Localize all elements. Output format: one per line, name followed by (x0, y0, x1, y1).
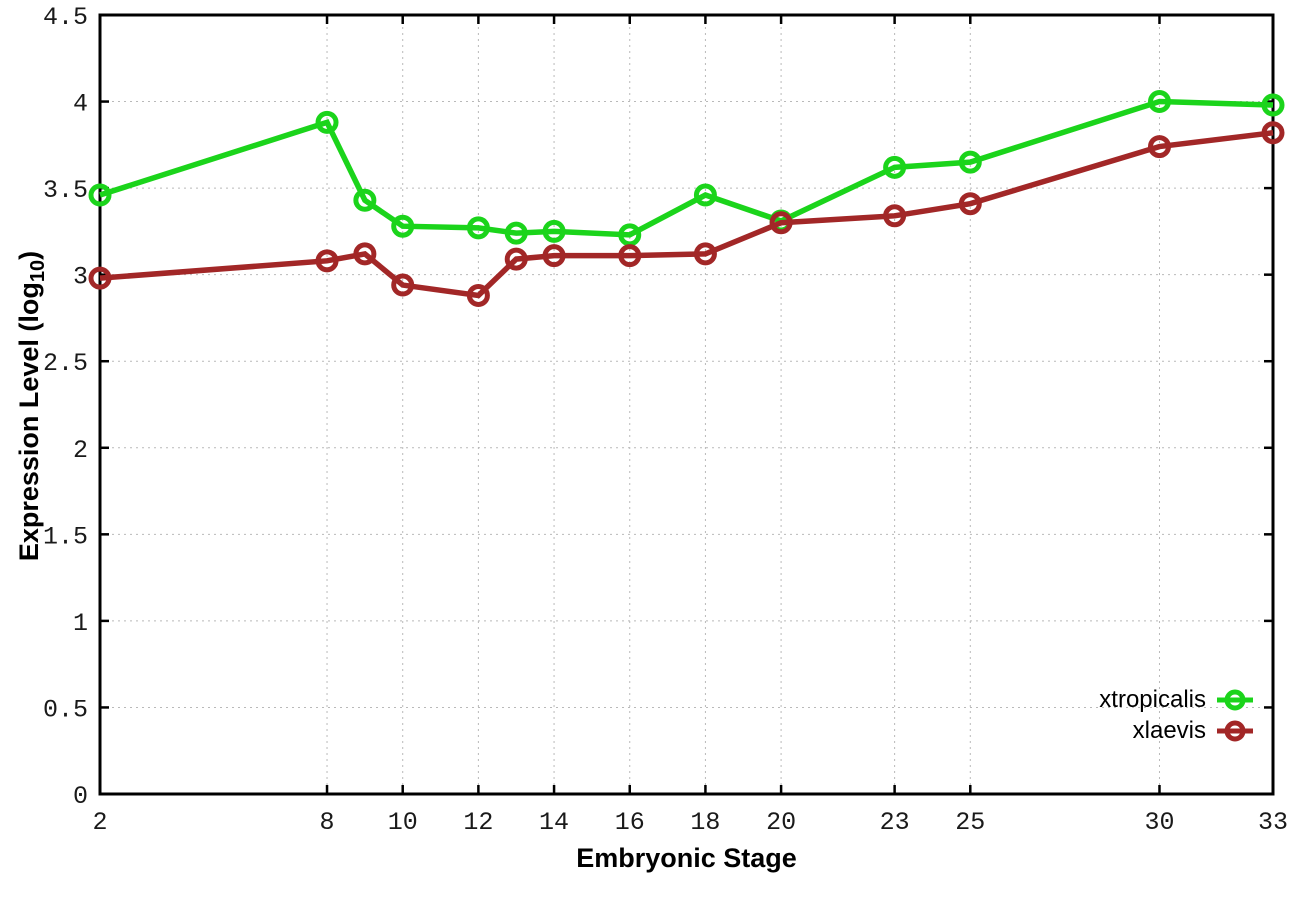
data-point-marker (504, 247, 528, 271)
data-point-marker (88, 183, 112, 207)
data-point-marker (618, 223, 642, 247)
x-tick-label: 8 (320, 808, 335, 837)
x-tick-label: 14 (539, 808, 569, 837)
data-point-marker (466, 283, 490, 307)
data-point-marker (466, 216, 490, 240)
data-point-marker (542, 244, 566, 268)
data-point-marker (1261, 93, 1285, 117)
y-tick-label: 4 (73, 90, 88, 119)
data-point-marker (391, 273, 415, 297)
x-tick-label: 18 (690, 808, 720, 837)
data-point-marker (1261, 121, 1285, 145)
y-axis-title-subscript: 10 (27, 259, 50, 283)
axis-ticks (98, 13, 1275, 796)
data-point-marker (693, 183, 717, 207)
legend-item-xtropicalis: xtropicalis (1099, 686, 1254, 714)
legend-label-xtropicalis: xtropicalis (1099, 686, 1206, 713)
data-point-marker (504, 221, 528, 245)
legend: xtropicalis xlaevis (1099, 686, 1254, 745)
data-point-marker (542, 219, 566, 243)
series-line (99, 129, 1274, 299)
x-tick-label: 25 (955, 808, 985, 837)
data-point-marker (391, 214, 415, 238)
x-tick-label: 20 (766, 808, 796, 837)
y-axis-title-text: Expression Level (log (13, 282, 44, 562)
data-point-marker (958, 192, 982, 216)
x-tick-label: 12 (463, 808, 493, 837)
y-axis-title: Expression Level (log10) (14, 251, 50, 561)
data-point-marker (1147, 90, 1171, 114)
x-axis-title: Embryonic Stage (576, 843, 797, 873)
data-point-marker (353, 242, 377, 266)
gridlines (100, 15, 1273, 794)
series-xtropicalis (88, 90, 1285, 247)
y-tick-label: 3.5 (43, 176, 88, 205)
y-tick-label: 3 (73, 263, 88, 292)
plot-border (98, 13, 1275, 796)
y-tick-label: 0.5 (43, 695, 88, 724)
data-point-marker (88, 266, 112, 290)
data-point-marker (315, 249, 339, 273)
data-point-marker (353, 188, 377, 212)
legend-label-xlaevis: xlaevis (1132, 717, 1206, 744)
x-tick-label: 23 (880, 808, 910, 837)
data-point-marker (883, 204, 907, 228)
data-point-marker (769, 211, 793, 235)
y-tick-labels: 0 0.5 1 1.5 2 2.5 3 3.5 4 4.5 (43, 3, 88, 811)
y-tick-label: 1 (73, 609, 88, 638)
x-tick-label: 2 (92, 808, 107, 837)
x-tick-label: 33 (1258, 808, 1288, 837)
series-xlaevis (88, 121, 1285, 307)
data-point-marker (693, 242, 717, 266)
y-tick-label: 1.5 (43, 522, 88, 551)
data-point-marker (883, 155, 907, 179)
y-tick-label: 2.5 (43, 349, 88, 378)
y-axis-title-suffix: ) (13, 250, 44, 260)
x-tick-labels: 2 8 10 12 14 16 18 20 23 25 30 33 (92, 808, 1288, 837)
x-tick-label: 10 (388, 808, 418, 837)
data-point-marker (618, 244, 642, 268)
x-tick-label: 30 (1144, 808, 1174, 837)
data-point-marker (1147, 135, 1171, 159)
data-point-marker (315, 110, 339, 134)
legend-line-point-icon (1217, 689, 1253, 711)
y-tick-label: 4.5 (43, 3, 88, 32)
y-tick-label: 0 (73, 782, 88, 811)
legend-line-point-icon (1217, 720, 1253, 742)
data-point-marker (958, 150, 982, 174)
y-tick-label: 2 (73, 436, 88, 465)
legend-item-xlaevis: xlaevis (1133, 717, 1254, 745)
x-tick-label: 16 (615, 808, 645, 837)
